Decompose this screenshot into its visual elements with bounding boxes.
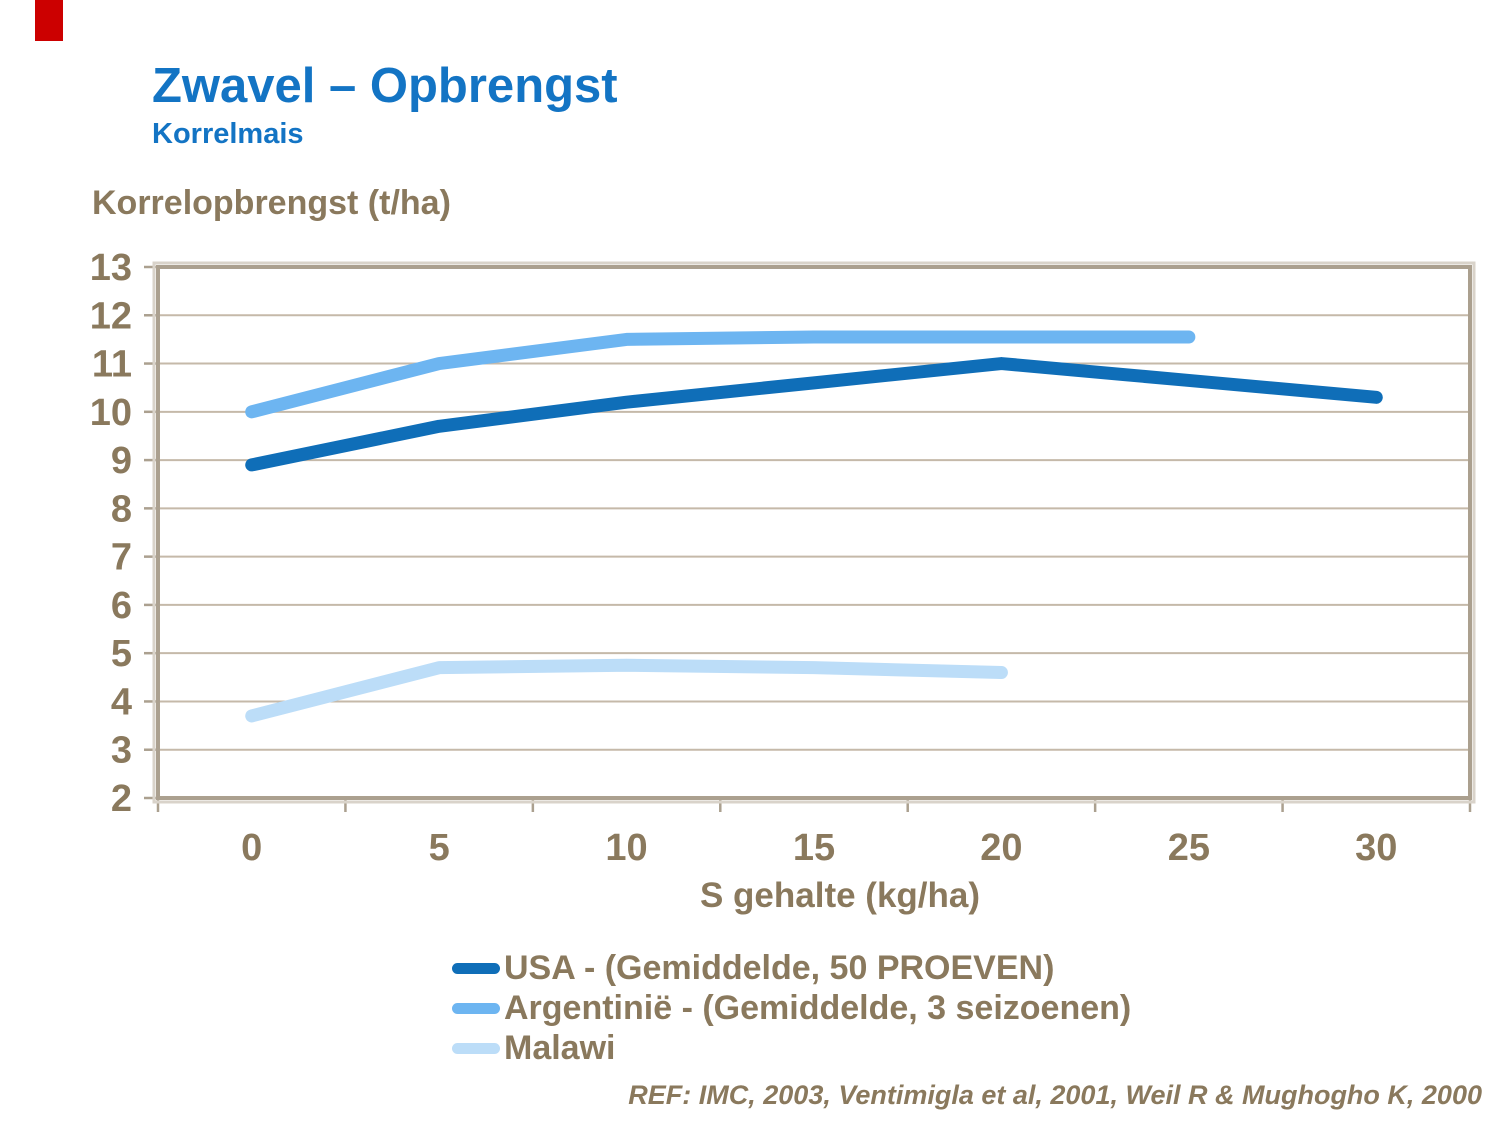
- legend-label: Argentinië - (Gemiddelde, 3 seizoenen): [504, 989, 1132, 1027]
- legend-label: Malawi: [504, 1029, 616, 1067]
- svg-text:5: 5: [429, 827, 450, 869]
- svg-text:0: 0: [241, 827, 262, 869]
- chart-legend: USA - (Gemiddelde, 50 PROEVEN) Argentinië…: [452, 948, 1131, 1068]
- slide-subtitle: Korrelmais: [152, 118, 304, 150]
- legend-label: USA - (Gemiddelde, 50 PROEVEN): [504, 949, 1055, 987]
- series-line: [245, 330, 1196, 419]
- svg-text:3: 3: [111, 730, 132, 772]
- legend-item: Malawi: [452, 1028, 1131, 1068]
- svg-text:8: 8: [111, 488, 132, 530]
- svg-text:15: 15: [793, 827, 835, 869]
- svg-text:25: 25: [1168, 827, 1210, 869]
- y-axis-title: Korrelopbrengst (t/ha): [92, 184, 451, 222]
- svg-text:6: 6: [111, 585, 132, 627]
- legend-item: Argentinië - (Gemiddelde, 3 seizoenen): [452, 988, 1131, 1028]
- svg-text:10: 10: [90, 392, 132, 434]
- svg-text:9: 9: [111, 440, 132, 482]
- reference-text: REF: IMC, 2003, Ventimigla et al, 2001, …: [628, 1080, 1482, 1110]
- svg-text:11: 11: [92, 344, 132, 386]
- legend-swatch: [452, 962, 500, 974]
- svg-text:10: 10: [605, 827, 647, 869]
- svg-text:5: 5: [111, 633, 132, 675]
- svg-text:4: 4: [111, 681, 132, 723]
- series-line: [245, 357, 1383, 472]
- svg-text:30: 30: [1355, 827, 1397, 869]
- svg-text:20: 20: [980, 827, 1022, 869]
- svg-text:12: 12: [90, 295, 132, 337]
- svg-text:13: 13: [90, 247, 132, 289]
- legend-swatch: [452, 1002, 500, 1014]
- series-line: [245, 658, 1008, 723]
- svg-text:2: 2: [111, 778, 132, 820]
- svg-text:7: 7: [111, 537, 132, 579]
- logo-mark: [35, 0, 63, 41]
- legend-swatch: [452, 1042, 500, 1054]
- x-axis-title: S gehalte (kg/ha): [699, 876, 981, 915]
- slide-title: Zwavel – Opbrengst: [152, 59, 618, 113]
- legend-item: USA - (Gemiddelde, 50 PROEVEN): [452, 948, 1131, 988]
